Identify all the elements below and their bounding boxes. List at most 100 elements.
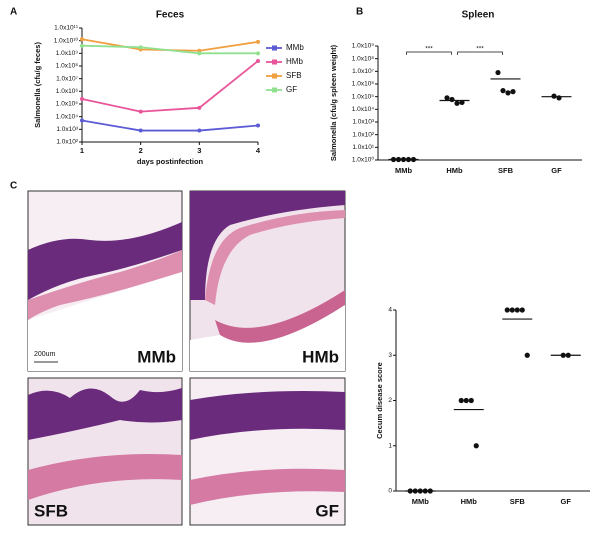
point: [524, 352, 530, 358]
y-tick-label: 1.0x10⁴: [352, 106, 375, 113]
point: [80, 43, 84, 48]
y-tick-label: 1.0x10⁸: [56, 63, 79, 70]
significance-bracket: [457, 51, 503, 55]
point: [256, 51, 260, 56]
micrograph-label: SFB: [34, 501, 68, 520]
x-tick-label: MMb: [412, 497, 429, 506]
y-tick-label: 3: [388, 352, 392, 359]
x-tick-label: MMb: [395, 166, 412, 175]
point: [80, 96, 84, 101]
point: [510, 89, 516, 95]
micrograph: 200um MMb: [27, 190, 183, 372]
y-tick-label: 1.0x10¹⁰: [54, 36, 79, 44]
point: [504, 307, 510, 313]
point: [509, 307, 515, 313]
legend-marker: [272, 73, 277, 79]
legend-label: SFB: [286, 71, 302, 80]
chart-title: Spleen: [462, 10, 495, 21]
y-tick-label: 1.0x10⁰: [352, 156, 375, 164]
y-tick-label: 1.0x10²: [56, 139, 79, 146]
point: [519, 307, 525, 313]
y-tick-label: 1.0x10⁹: [352, 43, 375, 50]
y-tick-label: 1.0x10³: [56, 126, 79, 133]
series-line: [81, 60, 259, 113]
x-tick-label: 3: [197, 146, 201, 155]
y-tick-label: 1.0x10⁷: [56, 75, 79, 82]
point: [80, 37, 84, 42]
point: [197, 128, 202, 133]
x-tick-label: 1: [80, 146, 84, 155]
significance-label: ***: [425, 46, 433, 53]
panel-label: A: [10, 7, 17, 18]
y-tick-label: 1.0x10¹¹: [54, 25, 79, 32]
x-tick-label: GF: [551, 166, 562, 175]
micrograph: SFB: [27, 377, 183, 526]
point: [514, 307, 520, 313]
legend-label: GF: [286, 85, 297, 94]
x-tick-label: SFB: [498, 166, 514, 175]
micrograph-label: HMb: [302, 347, 339, 366]
point: [138, 128, 143, 133]
point: [256, 58, 260, 63]
point: [454, 100, 460, 106]
point: [505, 90, 511, 96]
point: [138, 45, 143, 50]
point: [500, 88, 506, 94]
y-tick-label: 4: [388, 307, 392, 314]
y-tick-label: 1.0x10¹: [352, 144, 375, 151]
significance-bracket: [406, 51, 452, 55]
legend-marker: [272, 59, 277, 65]
series-line: [81, 44, 258, 55]
y-tick-label: 1.0x10⁶: [56, 88, 79, 95]
point: [256, 39, 260, 44]
point: [459, 99, 465, 106]
y-axis-label: Salmonella (cfu/g spleen weight): [329, 44, 338, 161]
point: [197, 105, 202, 110]
series-line: [81, 119, 259, 132]
y-axis-label: Cecum disease score: [375, 362, 384, 439]
point: [256, 123, 260, 128]
legend-marker: [272, 45, 277, 51]
series-line: [81, 38, 259, 52]
point: [463, 397, 469, 404]
y-tick-label: 1.0x10⁵: [352, 93, 375, 100]
legend-label: HMb: [286, 57, 303, 66]
y-tick-label: 1.0x10⁸: [352, 55, 375, 62]
y-tick-label: 0: [388, 488, 392, 495]
y-tick-label: 1.0x10⁶: [352, 81, 375, 88]
micrograph-label: GF: [315, 501, 339, 520]
y-tick-label: 1.0x10³: [352, 119, 375, 126]
legend-marker: [272, 87, 277, 93]
scale-bar-label: 200um: [34, 351, 56, 358]
point: [473, 443, 479, 449]
micrograph: GF: [189, 377, 346, 526]
y-tick-label: 2: [388, 397, 392, 404]
y-tick-label: 1.0x10⁹: [56, 50, 79, 57]
x-tick-label: SFB: [510, 497, 526, 506]
point: [468, 397, 474, 404]
panel-label: C: [10, 181, 17, 192]
y-axis-label: Salmonella (cfu/g feces): [33, 42, 42, 128]
point: [458, 397, 464, 404]
point: [449, 96, 455, 103]
y-tick-label: 1: [388, 442, 392, 449]
y-tick-label: 1.0x10²: [352, 131, 375, 138]
micrograph: HMb: [189, 190, 346, 372]
significance-label: ***: [476, 46, 484, 53]
y-tick-label: 1.0x10⁴: [56, 113, 79, 120]
x-tick-label: GF: [561, 497, 572, 506]
x-axis-label: days postinfection: [137, 157, 204, 166]
x-tick-label: 4: [256, 146, 261, 155]
x-tick-label: HMb: [461, 497, 478, 506]
point: [444, 95, 450, 101]
point: [80, 118, 84, 123]
y-tick-label: 1.0x10⁵: [56, 101, 79, 108]
chart-title: Feces: [156, 10, 185, 21]
legend-label: MMb: [286, 43, 304, 52]
point: [495, 69, 501, 76]
y-tick-label: 1.0x10⁷: [352, 68, 375, 75]
micrograph-label: MMb: [137, 347, 176, 366]
panel-label: B: [356, 7, 363, 18]
x-tick-label: 2: [139, 146, 143, 155]
